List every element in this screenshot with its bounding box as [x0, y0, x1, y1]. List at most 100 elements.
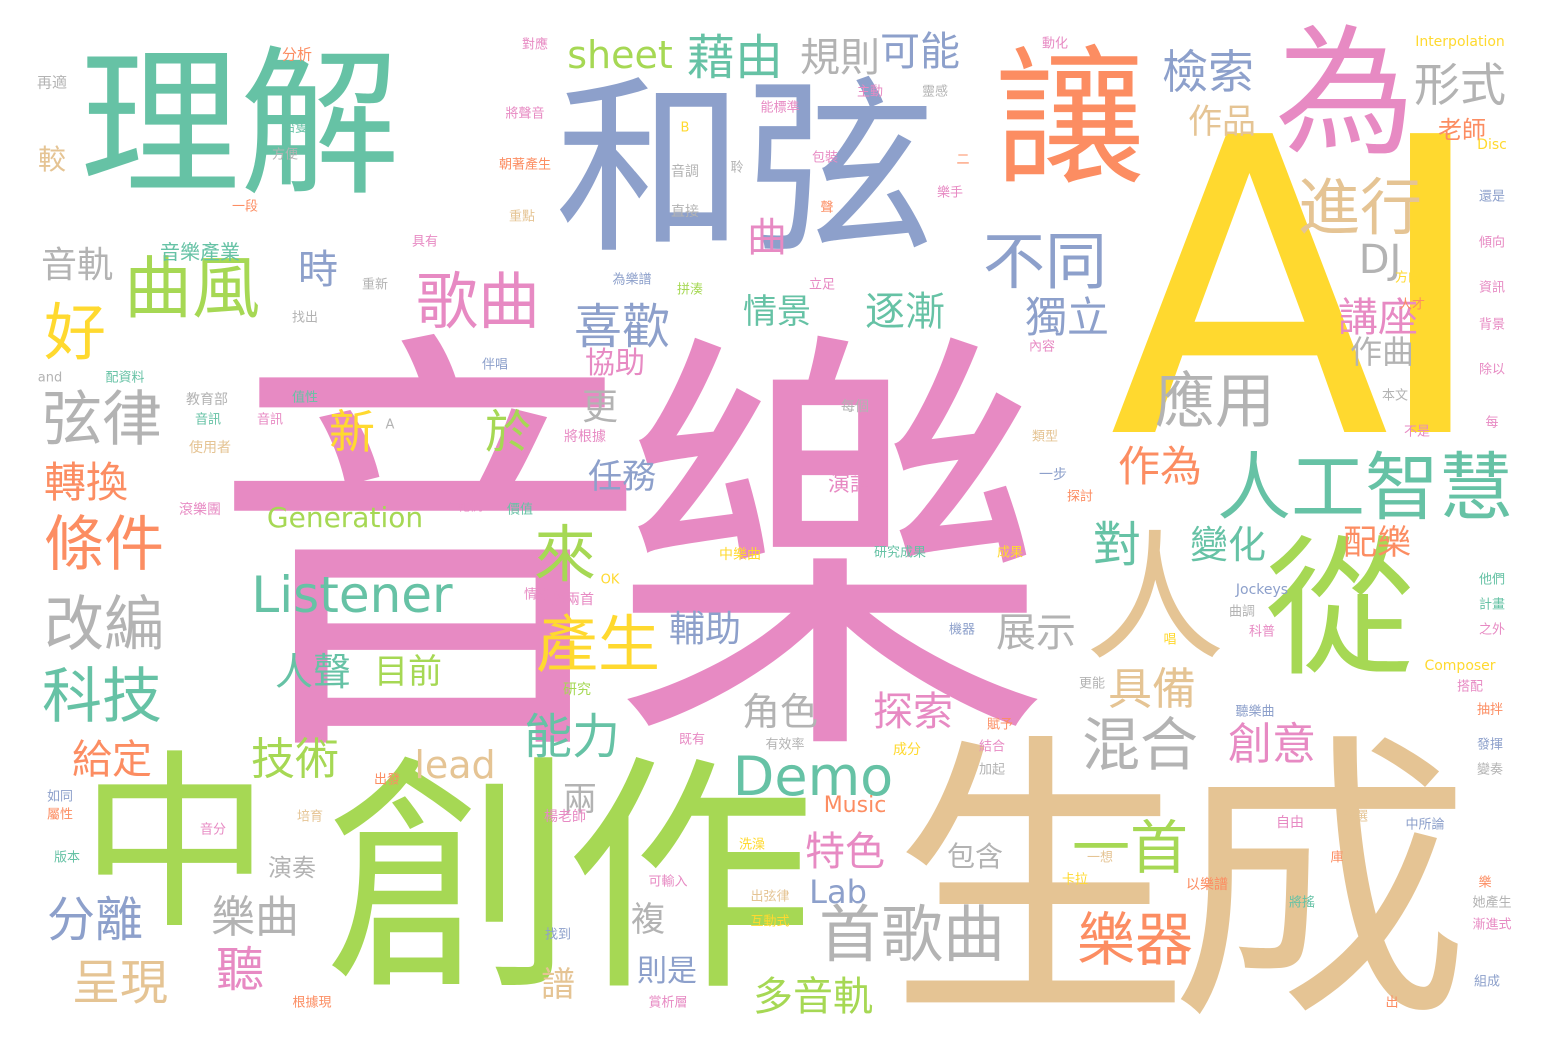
- word-leixing: 類型: [1031, 429, 1059, 445]
- word-chengxian: 呈現: [71, 955, 169, 1011]
- word-yiyuepu: 以樂譜: [1186, 877, 1228, 893]
- word-hexian: 和弦: [554, 59, 936, 280]
- word-lijie: 理解: [79, 31, 401, 218]
- word-youxiaolv: 有效率: [765, 737, 805, 753]
- word-pinbing: 拼湊: [676, 282, 704, 298]
- word-fuzhu: 輔助: [668, 609, 742, 650]
- word-banben: 版本: [53, 850, 81, 866]
- word-jiao: 較: [37, 143, 67, 176]
- word-ku: 庫: [1330, 850, 1344, 866]
- word-gengneng: 更能: [1078, 676, 1106, 692]
- word-neirong: 內容: [1028, 339, 1056, 355]
- word-gaibian: 改編: [44, 590, 164, 660]
- word-zhiwai: 之外: [1478, 622, 1506, 638]
- word-yueqi: 樂器: [1076, 906, 1194, 974]
- word-listener: Listener: [251, 566, 453, 624]
- word-muqian: 目前: [374, 652, 442, 692]
- word-yinfen: 音分: [199, 822, 227, 838]
- word-demo: Demo: [732, 745, 894, 808]
- word-jiyou: 藉由: [686, 30, 784, 86]
- word-yangshi: 楊老師: [544, 809, 586, 825]
- word-fangxiang: 方向: [1394, 270, 1422, 286]
- word-yinxun: 音訊: [194, 412, 222, 428]
- word-jiaqi: 加起: [978, 762, 1006, 778]
- word-jiangshu: 演講: [827, 472, 873, 497]
- word-jiazhi: 價值: [506, 502, 534, 518]
- word-chuanbo: 船隻: [281, 120, 309, 136]
- word-zhujian: 逐漸: [865, 289, 945, 335]
- word-yanjiuchengguo: 研究成果: [873, 545, 927, 561]
- word-chuxianlu: 出弦律: [750, 889, 790, 905]
- word-jianso: 檢索: [1162, 45, 1254, 99]
- word-duoyingui: 多音軌: [753, 974, 873, 1020]
- word-zhanshi: 展示: [996, 610, 1076, 656]
- word-chu: 出: [1385, 995, 1399, 1011]
- word-shougequ: 首歌曲: [818, 898, 1006, 971]
- word-disc: Disc: [1477, 137, 1507, 153]
- word-yue2: 樂: [1478, 875, 1492, 891]
- word-yixiang: 一想: [1086, 850, 1114, 866]
- word-tingyuequ: 聽樂曲: [1235, 704, 1275, 720]
- word-qingjing: 情景: [743, 292, 811, 332]
- word-xianlu: 弦律: [42, 385, 162, 455]
- word-gen: 聆: [730, 160, 744, 176]
- word-jihua: 計畫: [1478, 597, 1506, 613]
- word-er: 二: [956, 152, 970, 168]
- word-yu: 於: [485, 405, 531, 459]
- word-juyou: 具備: [1108, 664, 1196, 715]
- word-generation: Generation: [266, 501, 424, 534]
- word-zhongdian: 重點: [508, 209, 536, 225]
- word-yinyuechanye: 音樂產業: [160, 240, 240, 264]
- word-rang: 讓: [994, 33, 1146, 207]
- word-hai: 還是: [1478, 189, 1506, 205]
- word-wei: 為: [1274, 13, 1416, 176]
- word-butong: 不同: [982, 225, 1108, 298]
- word-yanhe: 研究: [563, 682, 591, 698]
- word-dui: 對: [1092, 517, 1142, 573]
- word-jiangnasheng: 將兩首: [552, 592, 594, 608]
- word-zhongsuojiang: 中所論: [1405, 817, 1445, 833]
- word-hunhe: 混合: [1081, 711, 1199, 779]
- word-zuoqu: 作曲: [1349, 333, 1415, 371]
- word-yingyong: 應用: [1155, 367, 1275, 437]
- word-yibu: 一步: [1039, 467, 1067, 483]
- word-xiezhu: 協助: [585, 346, 645, 381]
- word-kepu: 科普: [1248, 624, 1276, 640]
- word-yanzou: 演奏: [268, 854, 316, 882]
- word-fenli: 分離: [46, 892, 144, 948]
- word-rengongzhihui: 人工智慧: [1217, 445, 1513, 531]
- word-yiyue: 能標準: [760, 100, 800, 116]
- word-dj: DJ: [1358, 237, 1402, 283]
- word-changqu: 唱: [1163, 632, 1177, 648]
- word-keji: 科技: [42, 662, 162, 732]
- word-chufa: 出發: [373, 772, 401, 788]
- word-jiangzuo: 講座: [1338, 295, 1418, 341]
- word-gei: 給定: [72, 737, 152, 783]
- word-chuanfan: 範例: [456, 499, 484, 515]
- word-hudong: 互動式: [750, 914, 790, 930]
- word-bushi: 不是: [1403, 424, 1431, 440]
- word-chengguo: 成果: [996, 545, 1024, 561]
- word-chouxiang: 抽拌: [1476, 702, 1504, 718]
- word-zhijie: 直接: [671, 204, 699, 220]
- word-chengxiao: 既有: [678, 732, 706, 748]
- word-qingxu: 情緒: [523, 587, 551, 603]
- word-zhongyuequ: 中樂曲: [719, 547, 761, 563]
- word-qu: 曲: [747, 215, 787, 261]
- word-peiyinliao: 配資料: [105, 370, 145, 386]
- word-ziyou: 自由: [1276, 815, 1304, 831]
- word-cong: 從: [1264, 523, 1416, 697]
- word-jiangshengyin: 將聲音: [505, 106, 545, 122]
- word-yuezi: 樂手: [936, 185, 964, 201]
- word-zuopin: 作品: [1188, 102, 1256, 142]
- word-gequ: 歌曲: [415, 265, 541, 338]
- word-zaishi: 再適: [36, 73, 68, 92]
- word-zucheng: 組成: [1473, 974, 1501, 990]
- word-gundong: 滾樂團: [179, 502, 221, 518]
- word-jianjin: 漸進式: [1472, 917, 1512, 933]
- word-jiaxiang: 聲: [820, 200, 834, 216]
- word-duli: 獨立: [1024, 293, 1110, 342]
- word-renwu: 任務: [588, 457, 656, 497]
- word-composer: Composer: [1424, 658, 1496, 674]
- word-zhaochu: 找出: [291, 310, 319, 326]
